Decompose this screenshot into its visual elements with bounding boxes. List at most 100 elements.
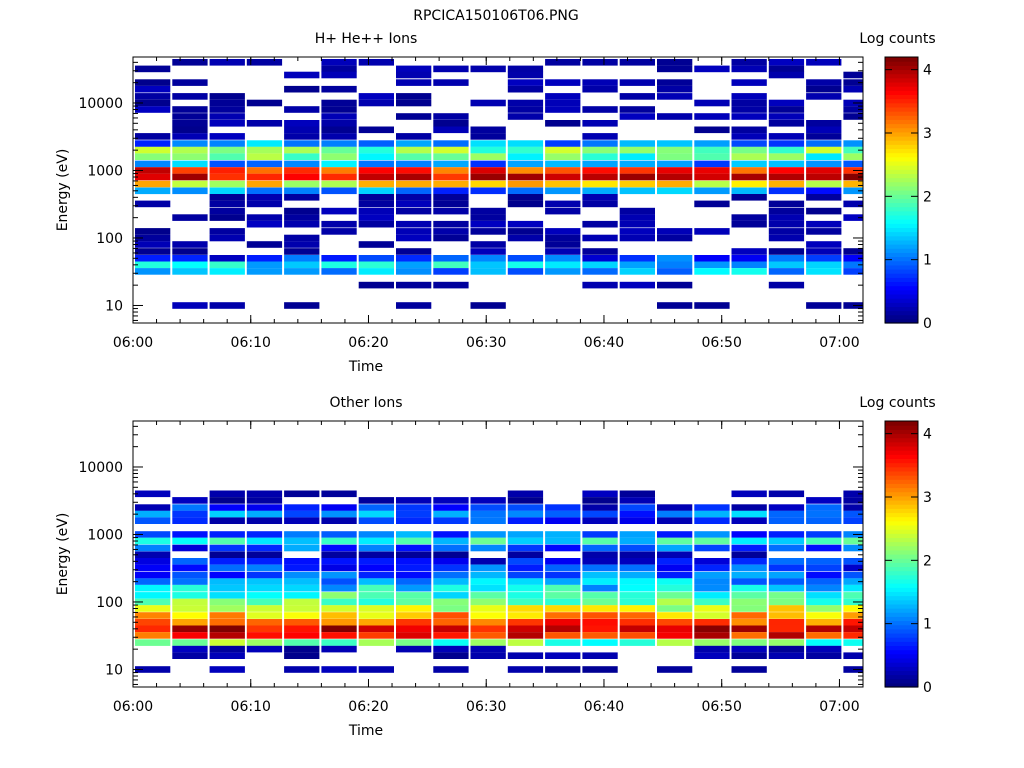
heatmap-cell [694,180,730,188]
heatmap-cell [657,592,693,599]
colorbar-swatch [885,491,918,497]
heatmap-cell [545,234,581,242]
heatmap-cell [172,133,208,140]
x-tick-label: 07:00 [819,335,859,351]
heatmap-cell [731,146,767,154]
heatmap-cell [768,207,805,215]
colorbar-swatch [885,115,918,120]
colorbar-swatch [885,94,918,100]
heatmap-cell [545,93,581,100]
heatmap-cell [246,544,283,552]
heatmap-cell [135,93,171,100]
heatmap-cell [470,544,506,552]
heatmap-cell [396,228,432,235]
heatmap-cell [582,234,618,242]
heatmap-cell [694,571,730,579]
heatmap-cell [135,504,171,511]
y-axis-label: Energy (eV) [55,149,71,232]
colorbar-swatch [885,462,918,468]
heatmap-cell [358,504,394,511]
heatmap-cell [582,59,618,66]
heatmap-cell [172,645,208,653]
heatmap-cell [284,605,320,612]
heatmap-cell [284,220,320,228]
heatmap-cell [396,537,432,545]
heatmap-cell [433,598,469,606]
heatmap-cell [768,180,805,188]
heatmap-cell [507,666,544,673]
heatmap-cell [545,79,581,86]
colorbar-swatch [885,106,918,112]
heatmap-cell [433,558,469,565]
colorbar-swatch [885,450,918,455]
heatmap-cell [545,632,581,639]
x-tick-label: 06:40 [584,335,624,351]
heatmap-cell [209,598,245,606]
heatmap-cell [657,571,693,579]
x-tick-label: 06:50 [702,699,742,715]
heatmap-cell [321,126,357,134]
heatmap-cell [731,571,767,579]
heatmap-cell [172,564,208,572]
colorbar-swatch [885,632,918,638]
heatmap-cell [768,71,805,79]
heatmap-cell [358,612,394,619]
colorbar-tick-label: 2 [923,553,932,569]
heatmap-cell [507,71,544,79]
heatmap-cell [284,106,320,113]
heatmap-cell [209,261,245,269]
heatmap-cell [843,248,863,255]
heatmap-cell [731,126,767,134]
heatmap-cell [470,65,506,73]
heatmap-cell [619,59,655,66]
heatmap-cell [731,220,767,228]
heatmap-cell [396,510,432,518]
y-tick-label: 1000 [87,527,123,543]
heatmap-cell [284,140,320,147]
heatmap-cell [657,551,693,559]
colorbar-swatch [885,441,918,447]
heatmap-cell [694,255,730,262]
heatmap-cell [246,99,283,107]
colorbar-swatch [885,624,918,630]
heatmap-cell [843,625,863,633]
heatmap-cell [582,537,618,545]
heatmap-cell [582,173,618,181]
heatmap-cell [396,140,432,147]
heatmap-cell [545,120,581,127]
colorbar-tick-label: 3 [923,490,932,506]
heatmap-cell [246,531,283,538]
heatmap-cell [843,187,863,195]
heatmap-cell [321,625,357,633]
heatmap-cell [657,65,693,73]
heatmap-cell [358,497,394,504]
heatmap-cell [582,639,618,646]
heatmap-cell [731,544,767,552]
heatmap-cell [172,584,208,592]
heatmap-cell [172,79,208,86]
heatmap-cell [843,558,863,565]
heatmap-cell [396,268,432,275]
heatmap-cell [843,180,863,188]
heatmap-cell [209,214,245,221]
heatmap-cell [619,255,655,262]
heatmap-cell [396,564,432,572]
heatmap-cell [433,537,469,545]
heatmap-cell [470,571,506,579]
heatmap-cell [358,59,394,66]
colorbar-swatch [885,277,918,283]
heatmap-cell [545,544,581,552]
heatmap-cell [507,531,544,538]
heatmap-cell [433,200,469,208]
heatmap-cell [172,153,208,160]
heatmap-cell [545,140,581,147]
heatmap-cell [507,564,544,572]
heatmap-cell [731,510,767,518]
heatmap-cell [507,187,544,195]
colorbar-swatch [885,578,918,584]
heatmap-cell [209,619,245,626]
heatmap-cell [731,255,767,262]
heatmap-cell [172,612,208,619]
heatmap-cell [172,544,208,552]
heatmap-cell [433,551,469,559]
